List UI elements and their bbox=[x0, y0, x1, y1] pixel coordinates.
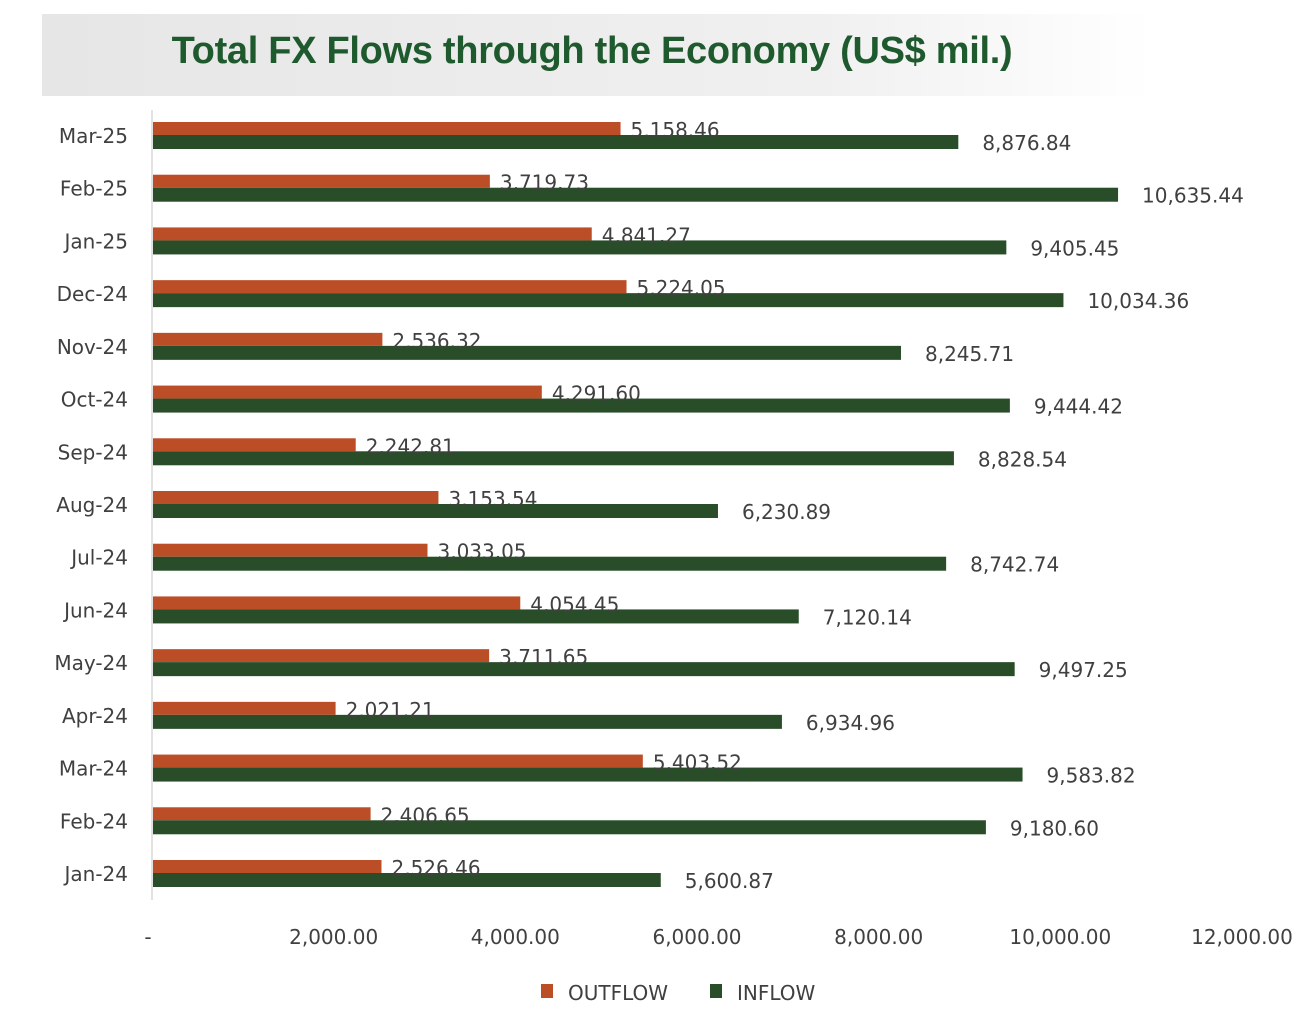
inflow-data-label: 8,742.74 bbox=[970, 553, 1059, 577]
outflow-data-label: 5,224.05 bbox=[637, 276, 726, 300]
outflow-data-label: 3,711.65 bbox=[499, 645, 588, 669]
outflow-bar bbox=[153, 438, 356, 452]
outflow-data-label: 3,153.54 bbox=[448, 487, 537, 511]
inflow-data-label: 7,120.14 bbox=[823, 605, 912, 629]
inflow-data-label: 8,828.54 bbox=[978, 447, 1067, 471]
outflow-data-label: 4,291.60 bbox=[552, 382, 641, 406]
inflow-data-label: 10,034.36 bbox=[1087, 289, 1189, 313]
outflow-bar bbox=[153, 174, 490, 188]
inflow-data-label: 8,245.71 bbox=[925, 342, 1014, 366]
inflow-data-label: 9,180.60 bbox=[1010, 816, 1099, 840]
x-tick-label: 8,000.00 bbox=[834, 925, 923, 949]
y-tick-label: Jul-24 bbox=[69, 546, 128, 570]
y-tick-label: Jan-25 bbox=[63, 229, 129, 253]
legend-outflow-swatch bbox=[541, 984, 553, 998]
legend-outflow-label: OUTFLOW bbox=[568, 981, 668, 1005]
outflow-bar bbox=[153, 491, 439, 504]
legend-inflow-swatch bbox=[710, 984, 722, 998]
inflow-bar bbox=[153, 873, 661, 887]
y-tick-label: Aug-24 bbox=[56, 493, 128, 517]
outflow-bar bbox=[153, 332, 383, 346]
outflow-bar bbox=[153, 596, 521, 610]
y-tick-label: Mar-24 bbox=[59, 757, 128, 781]
outflow-bar bbox=[153, 385, 542, 399]
legend-inflow-label: INFLOW bbox=[737, 981, 816, 1005]
inflow-bar bbox=[153, 820, 986, 835]
inflow-bar bbox=[153, 398, 1010, 413]
outflow-data-label: 2,536.32 bbox=[392, 329, 481, 353]
inflow-bar bbox=[153, 714, 782, 729]
y-tick-label: Jan-24 bbox=[63, 862, 129, 886]
inflow-bar bbox=[153, 662, 1015, 677]
outflow-data-label: 4,054.45 bbox=[530, 592, 619, 616]
inflow-data-label: 10,635.44 bbox=[1142, 184, 1244, 208]
inflow-bar bbox=[153, 135, 959, 149]
outflow-data-label: 4,841.27 bbox=[602, 223, 691, 247]
inflow-bar bbox=[153, 556, 947, 571]
outflow-data-label: 2,021.21 bbox=[346, 698, 435, 722]
inflow-bar bbox=[153, 451, 954, 466]
inflow-data-label: 8,876.84 bbox=[982, 131, 1071, 155]
outflow-data-label: 5,158.46 bbox=[631, 118, 720, 142]
y-tick-label: Jun-24 bbox=[62, 598, 128, 622]
outflow-data-label: 2,526.46 bbox=[391, 856, 480, 880]
outflow-bar bbox=[153, 701, 336, 715]
inflow-data-label: 9,405.45 bbox=[1030, 236, 1119, 260]
inflow-bar bbox=[153, 240, 1007, 255]
inflow-data-label: 9,444.42 bbox=[1034, 395, 1123, 419]
inflow-bar bbox=[153, 504, 718, 518]
y-tick-label: Sep-24 bbox=[58, 440, 128, 464]
inflow-bar bbox=[153, 609, 799, 624]
outflow-bar bbox=[153, 543, 428, 557]
outflow-bar bbox=[153, 807, 371, 821]
y-tick-label: Mar-25 bbox=[59, 124, 128, 148]
inflow-data-label: 6,934.96 bbox=[806, 711, 895, 735]
outflow-data-label: 3,033.05 bbox=[438, 540, 527, 564]
chart-title: Total FX Flows through the Economy (US$ … bbox=[171, 30, 1013, 72]
outflow-data-label: 2,242.81 bbox=[366, 434, 455, 458]
x-tick-label: 12,000.00 bbox=[1191, 925, 1293, 949]
y-tick-label: Oct-24 bbox=[61, 388, 128, 412]
inflow-bar bbox=[153, 187, 1119, 202]
x-tick-label: 2,000.00 bbox=[289, 925, 378, 949]
x-tick-label: 6,000.00 bbox=[652, 925, 741, 949]
x-tick-label: 4,000.00 bbox=[471, 925, 560, 949]
inflow-bar bbox=[153, 767, 1023, 782]
outflow-bar bbox=[153, 280, 627, 294]
y-tick-label: Dec-24 bbox=[57, 282, 128, 306]
inflow-bar bbox=[153, 345, 901, 360]
inflow-data-label: 5,600.87 bbox=[685, 869, 774, 893]
inflow-data-label: 6,230.89 bbox=[742, 500, 831, 524]
y-tick-label: Nov-24 bbox=[57, 335, 128, 359]
outflow-bar bbox=[153, 649, 490, 663]
outflow-data-label: 5,403.52 bbox=[653, 751, 742, 775]
y-tick-label: May-24 bbox=[54, 651, 128, 675]
outflow-data-label: 3,719.73 bbox=[500, 171, 589, 195]
x-tick-label: - bbox=[144, 925, 151, 949]
x-tick-label: 10,000.00 bbox=[1009, 925, 1111, 949]
y-tick-label: Feb-25 bbox=[60, 177, 128, 201]
title-band bbox=[42, 14, 1152, 96]
inflow-data-label: 9,583.82 bbox=[1047, 764, 1136, 788]
outflow-bar bbox=[153, 227, 592, 241]
inflow-bar bbox=[153, 293, 1064, 308]
outflow-bar bbox=[153, 860, 382, 873]
outflow-bar bbox=[153, 754, 643, 768]
y-tick-label: Feb-24 bbox=[60, 809, 128, 833]
outflow-bar bbox=[153, 122, 621, 135]
inflow-data-label: 9,497.25 bbox=[1039, 658, 1128, 682]
y-tick-label: Apr-24 bbox=[62, 704, 128, 728]
outflow-data-label: 2,406.65 bbox=[381, 803, 470, 827]
